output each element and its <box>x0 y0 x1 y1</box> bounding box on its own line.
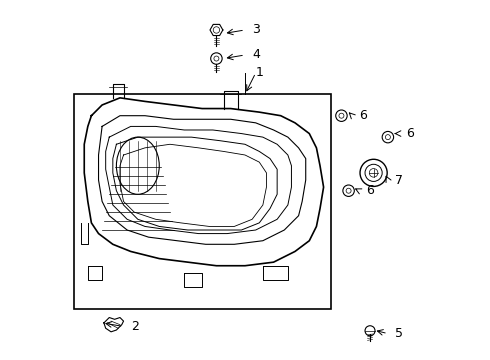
Text: 6: 6 <box>406 127 414 140</box>
Text: 4: 4 <box>252 49 260 62</box>
Text: 2: 2 <box>131 320 139 333</box>
Text: 6: 6 <box>367 184 374 197</box>
Text: 5: 5 <box>395 327 403 340</box>
Text: 3: 3 <box>252 23 260 36</box>
Text: 6: 6 <box>359 109 367 122</box>
Text: 7: 7 <box>395 174 403 186</box>
Bar <box>74 94 331 309</box>
Text: 1: 1 <box>256 66 264 79</box>
